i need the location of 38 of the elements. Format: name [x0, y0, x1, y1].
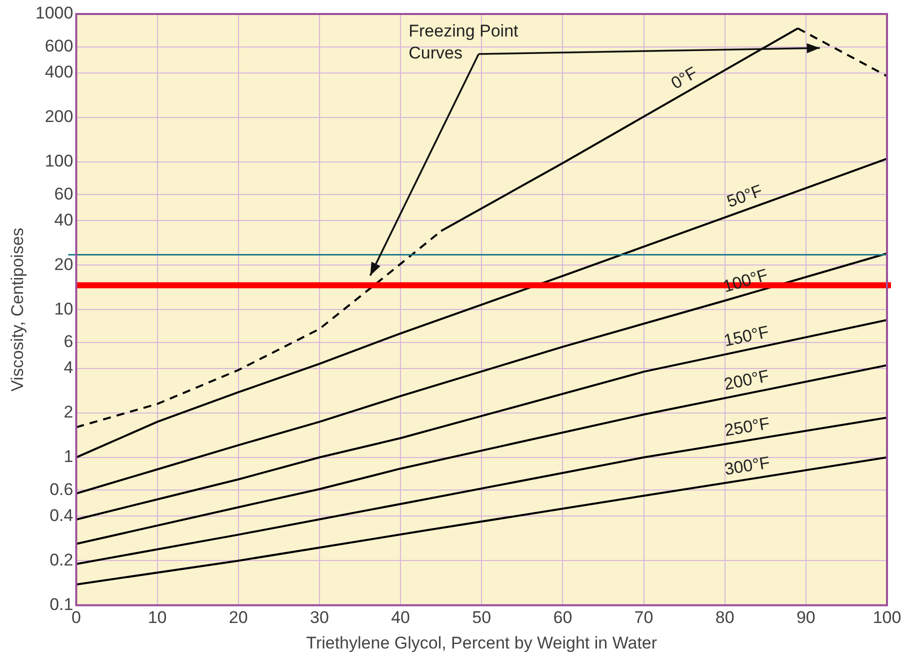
y-tick-label: 2 [64, 402, 74, 422]
y-tick-label: 0.4 [50, 506, 74, 525]
y-tick-label: 1 [64, 447, 74, 466]
x-tick-label: 90 [796, 608, 816, 628]
y-tick-label: 0.6 [50, 480, 74, 499]
x-tick-label: 20 [228, 608, 248, 628]
y-tick-label: 200 [44, 106, 74, 126]
x-tick-label: 30 [310, 608, 329, 628]
x-tick-label: 0 [71, 608, 81, 628]
text: 250°F [723, 414, 772, 440]
annotation: Freezing Point Curves [408, 22, 519, 63]
y-tick-label: 20 [54, 254, 74, 274]
text: 300°F [723, 453, 772, 479]
y-tick-label: 600 [44, 36, 74, 56]
x-tick-label: 100 [872, 608, 902, 628]
y-axis-title: Viscosity, Centipoises [8, 228, 27, 392]
x-tick-label: 70 [634, 608, 654, 628]
y-tick-label: 400 [44, 62, 74, 82]
text: 50°F [724, 181, 765, 212]
x-tick-label: 60 [553, 608, 572, 628]
x-tick-label: 50 [472, 608, 492, 628]
y-tick-label: 6 [64, 332, 74, 352]
x-tick-label: 40 [391, 608, 410, 628]
y-tick-label: 60 [54, 184, 74, 204]
x-axis-title: Triethylene Glycol, Percent by Weight in Water [306, 633, 658, 652]
x-tick-label: 10 [148, 608, 167, 628]
text: 150°F [722, 322, 771, 350]
y-tick-label: 0.1 [50, 594, 74, 614]
y-tick-label: 100 [44, 151, 74, 170]
y-tick-label: 1000 [35, 4, 74, 23]
text: 200°F [722, 366, 771, 394]
y-tick-label: 4 [64, 358, 74, 378]
y-tick-label: 40 [54, 210, 74, 230]
x-tick-label: 80 [715, 608, 734, 628]
text: 100°F [720, 265, 770, 296]
text: 0°F [668, 63, 700, 93]
y-tick-label: 0.2 [50, 550, 74, 570]
y-tick-label: 10 [54, 299, 74, 318]
